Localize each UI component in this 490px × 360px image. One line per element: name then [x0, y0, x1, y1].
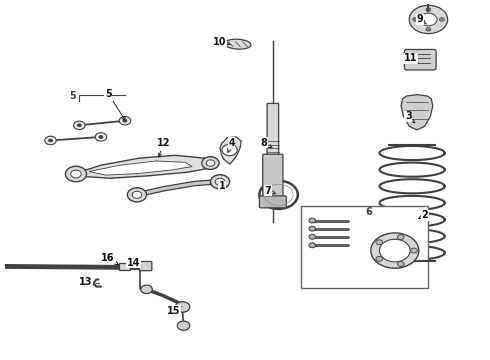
- Text: 5: 5: [105, 89, 125, 120]
- Text: 6: 6: [366, 207, 372, 217]
- Circle shape: [309, 218, 316, 223]
- Circle shape: [371, 233, 419, 268]
- Text: 4: 4: [228, 138, 235, 152]
- Circle shape: [397, 235, 404, 240]
- Circle shape: [426, 8, 431, 12]
- Ellipse shape: [224, 39, 251, 49]
- Circle shape: [175, 302, 190, 312]
- Circle shape: [74, 121, 85, 130]
- Text: 16: 16: [101, 253, 118, 265]
- FancyBboxPatch shape: [139, 261, 152, 271]
- Text: 3: 3: [405, 112, 415, 123]
- Circle shape: [141, 285, 152, 294]
- Text: 11: 11: [404, 53, 418, 63]
- FancyBboxPatch shape: [301, 206, 428, 288]
- Circle shape: [77, 124, 81, 127]
- Text: 1: 1: [219, 181, 225, 192]
- Circle shape: [376, 256, 383, 261]
- Circle shape: [71, 170, 81, 178]
- Text: 14: 14: [127, 258, 141, 268]
- Text: 8: 8: [261, 138, 272, 148]
- FancyBboxPatch shape: [267, 103, 279, 163]
- Polygon shape: [220, 137, 241, 164]
- Polygon shape: [74, 155, 211, 178]
- Circle shape: [222, 144, 237, 156]
- Circle shape: [397, 261, 404, 266]
- Text: 13: 13: [79, 277, 94, 287]
- Circle shape: [206, 160, 215, 166]
- Circle shape: [95, 133, 107, 141]
- Circle shape: [309, 226, 316, 231]
- Circle shape: [45, 136, 56, 145]
- Circle shape: [132, 191, 142, 198]
- Circle shape: [215, 178, 225, 185]
- Text: 15: 15: [167, 306, 181, 315]
- Circle shape: [65, 166, 87, 182]
- Circle shape: [123, 119, 127, 122]
- Text: 12: 12: [157, 138, 170, 157]
- Circle shape: [210, 175, 230, 189]
- Circle shape: [376, 240, 383, 245]
- Circle shape: [49, 139, 52, 142]
- Text: 9: 9: [417, 14, 426, 24]
- Text: 2: 2: [418, 210, 428, 220]
- Circle shape: [411, 248, 417, 253]
- FancyBboxPatch shape: [404, 49, 436, 70]
- Circle shape: [202, 157, 219, 170]
- Circle shape: [99, 135, 103, 139]
- Circle shape: [420, 13, 437, 26]
- Circle shape: [309, 243, 316, 248]
- Circle shape: [409, 5, 448, 33]
- FancyBboxPatch shape: [259, 196, 286, 208]
- Polygon shape: [89, 161, 192, 175]
- Text: 7: 7: [265, 186, 275, 195]
- Text: 5: 5: [69, 91, 76, 101]
- FancyBboxPatch shape: [119, 262, 130, 270]
- Text: 10: 10: [213, 37, 230, 48]
- Circle shape: [426, 28, 431, 31]
- Circle shape: [413, 18, 417, 21]
- Circle shape: [177, 321, 190, 330]
- Circle shape: [127, 188, 147, 202]
- Polygon shape: [401, 95, 433, 130]
- FancyBboxPatch shape: [263, 154, 283, 199]
- Circle shape: [119, 117, 131, 125]
- Circle shape: [309, 234, 316, 239]
- Circle shape: [379, 239, 410, 262]
- Circle shape: [440, 18, 444, 21]
